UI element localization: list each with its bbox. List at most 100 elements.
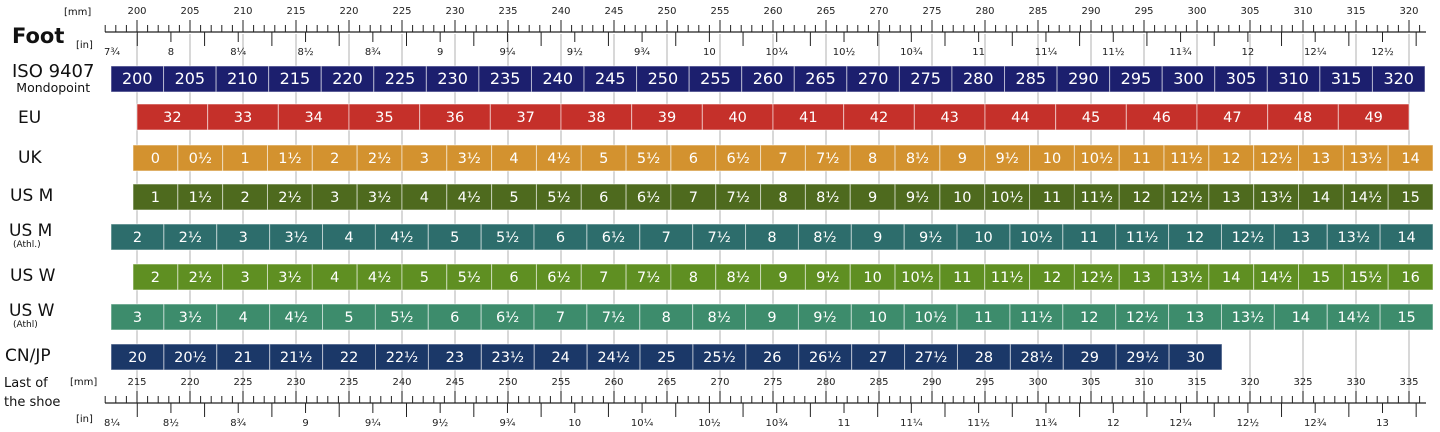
size-cell: [269, 303, 324, 331]
top-mm-label: 200: [127, 6, 146, 17]
bottom-mm-label: 270: [710, 377, 729, 388]
bottom-mm-label: 225: [233, 377, 252, 388]
size-value: 21: [234, 350, 252, 366]
size-cell: [480, 343, 535, 371]
size-cell: [1273, 223, 1328, 251]
size-cell: [851, 343, 906, 371]
top-mm-label: 295: [1134, 6, 1153, 17]
top-in-label: 8¾: [365, 47, 381, 58]
bottom-in-label: 8½: [163, 417, 179, 429]
top-in-label: 9: [437, 47, 443, 58]
top-in-label: 11¼: [1035, 46, 1058, 58]
size-cell: [984, 183, 1031, 211]
size-cell: [419, 103, 491, 131]
size-cell: [760, 144, 806, 172]
size-cell: [311, 183, 358, 211]
size-value: 16: [1401, 270, 1419, 286]
size-cell: [348, 103, 421, 131]
size-value: 10: [1043, 151, 1061, 167]
size-value: 2½: [189, 270, 212, 286]
size-value: 7½: [602, 310, 625, 326]
size-value: 11½: [1020, 310, 1053, 326]
size-value: 10: [974, 230, 992, 246]
size-value: 8½: [813, 230, 836, 246]
size-value: 12: [1186, 230, 1204, 246]
size-cell: [1253, 144, 1300, 172]
size-cell: [478, 65, 532, 93]
size-value: 10: [863, 270, 881, 286]
size-cell: [1073, 144, 1120, 172]
size-cell: [984, 144, 1031, 172]
size-cell: [163, 223, 218, 251]
size-cell: [216, 223, 271, 251]
size-cell: [760, 183, 806, 211]
size-cell: [843, 103, 915, 131]
size-cell: [850, 223, 905, 251]
size-cell: [956, 343, 1011, 371]
size-cell: [1168, 343, 1223, 371]
size-value: 3: [239, 230, 248, 246]
top-mm-label: 300: [1187, 6, 1206, 17]
size-value: 28½: [1021, 350, 1054, 366]
top-in-label: 11: [972, 47, 985, 58]
size-cell: [132, 144, 179, 172]
size-cell: [215, 65, 270, 93]
size-value: 9: [868, 190, 877, 206]
row-label-us-m: US M: [10, 186, 54, 206]
size-cell: [1118, 183, 1165, 211]
row-label-us-m-athl: US M (Athl.): [9, 223, 52, 250]
size-value: 8½: [906, 151, 929, 167]
size-value: 23½: [492, 350, 525, 366]
row-label-us-w: US W: [10, 266, 56, 286]
size-cell: [207, 103, 279, 131]
bottom-in-label: 12¾: [1304, 418, 1327, 429]
top-in-label: 8¼: [230, 46, 246, 58]
size-value: 10½: [914, 310, 947, 326]
size-value: 8½: [727, 270, 750, 286]
size-cell: [110, 343, 165, 371]
size-cell: [1163, 263, 1210, 291]
size-value: 235: [490, 69, 521, 88]
size-value: 14: [1222, 270, 1240, 286]
size-value: 6½: [637, 190, 660, 206]
size-value: 2: [151, 270, 160, 286]
size-value: 5½: [390, 310, 413, 326]
size-value: 6½: [602, 230, 625, 246]
size-value: 275: [910, 69, 941, 88]
size-cell: [401, 144, 448, 172]
size-value: 6½: [727, 151, 750, 167]
size-value: 295: [1121, 69, 1152, 88]
size-cell: [625, 144, 672, 172]
size-value: 6: [689, 151, 698, 167]
size-value: 13½: [1350, 151, 1383, 167]
bottom-mm-label: 240: [392, 377, 411, 388]
top-mm-label: 315: [1346, 6, 1365, 17]
top-mm-label: 210: [233, 6, 252, 17]
size-cell: [1163, 183, 1210, 211]
size-value: 9: [778, 270, 787, 286]
size-value: 2½: [368, 151, 391, 167]
size-cell: [1073, 263, 1120, 291]
size-cell: [1342, 144, 1389, 172]
size-cell: [1009, 343, 1064, 371]
size-cell: [222, 263, 268, 291]
top-mm-label: 215: [286, 6, 305, 17]
size-cell: [850, 303, 905, 331]
size-value: 4½: [368, 270, 391, 286]
size-value: 11½: [1081, 190, 1114, 206]
size-value: 13½: [1337, 230, 1370, 246]
size-cell: [375, 343, 429, 371]
size-cell: [322, 343, 377, 371]
size-value: 43: [940, 110, 958, 126]
last-title-line2: the shoe: [4, 395, 61, 410]
size-value: 3½: [458, 151, 481, 167]
bottom-mm-label: 275: [763, 377, 782, 388]
size-cell: [535, 183, 582, 211]
top-in-label: 7¾: [104, 47, 120, 58]
bottom-mm-label: 330: [1346, 377, 1365, 388]
bottom-in-label: 11¾: [1035, 418, 1058, 429]
size-cell: [894, 144, 941, 172]
size-value: 48: [1294, 110, 1312, 126]
size-cell: [533, 303, 588, 331]
size-cell: [760, 263, 806, 291]
